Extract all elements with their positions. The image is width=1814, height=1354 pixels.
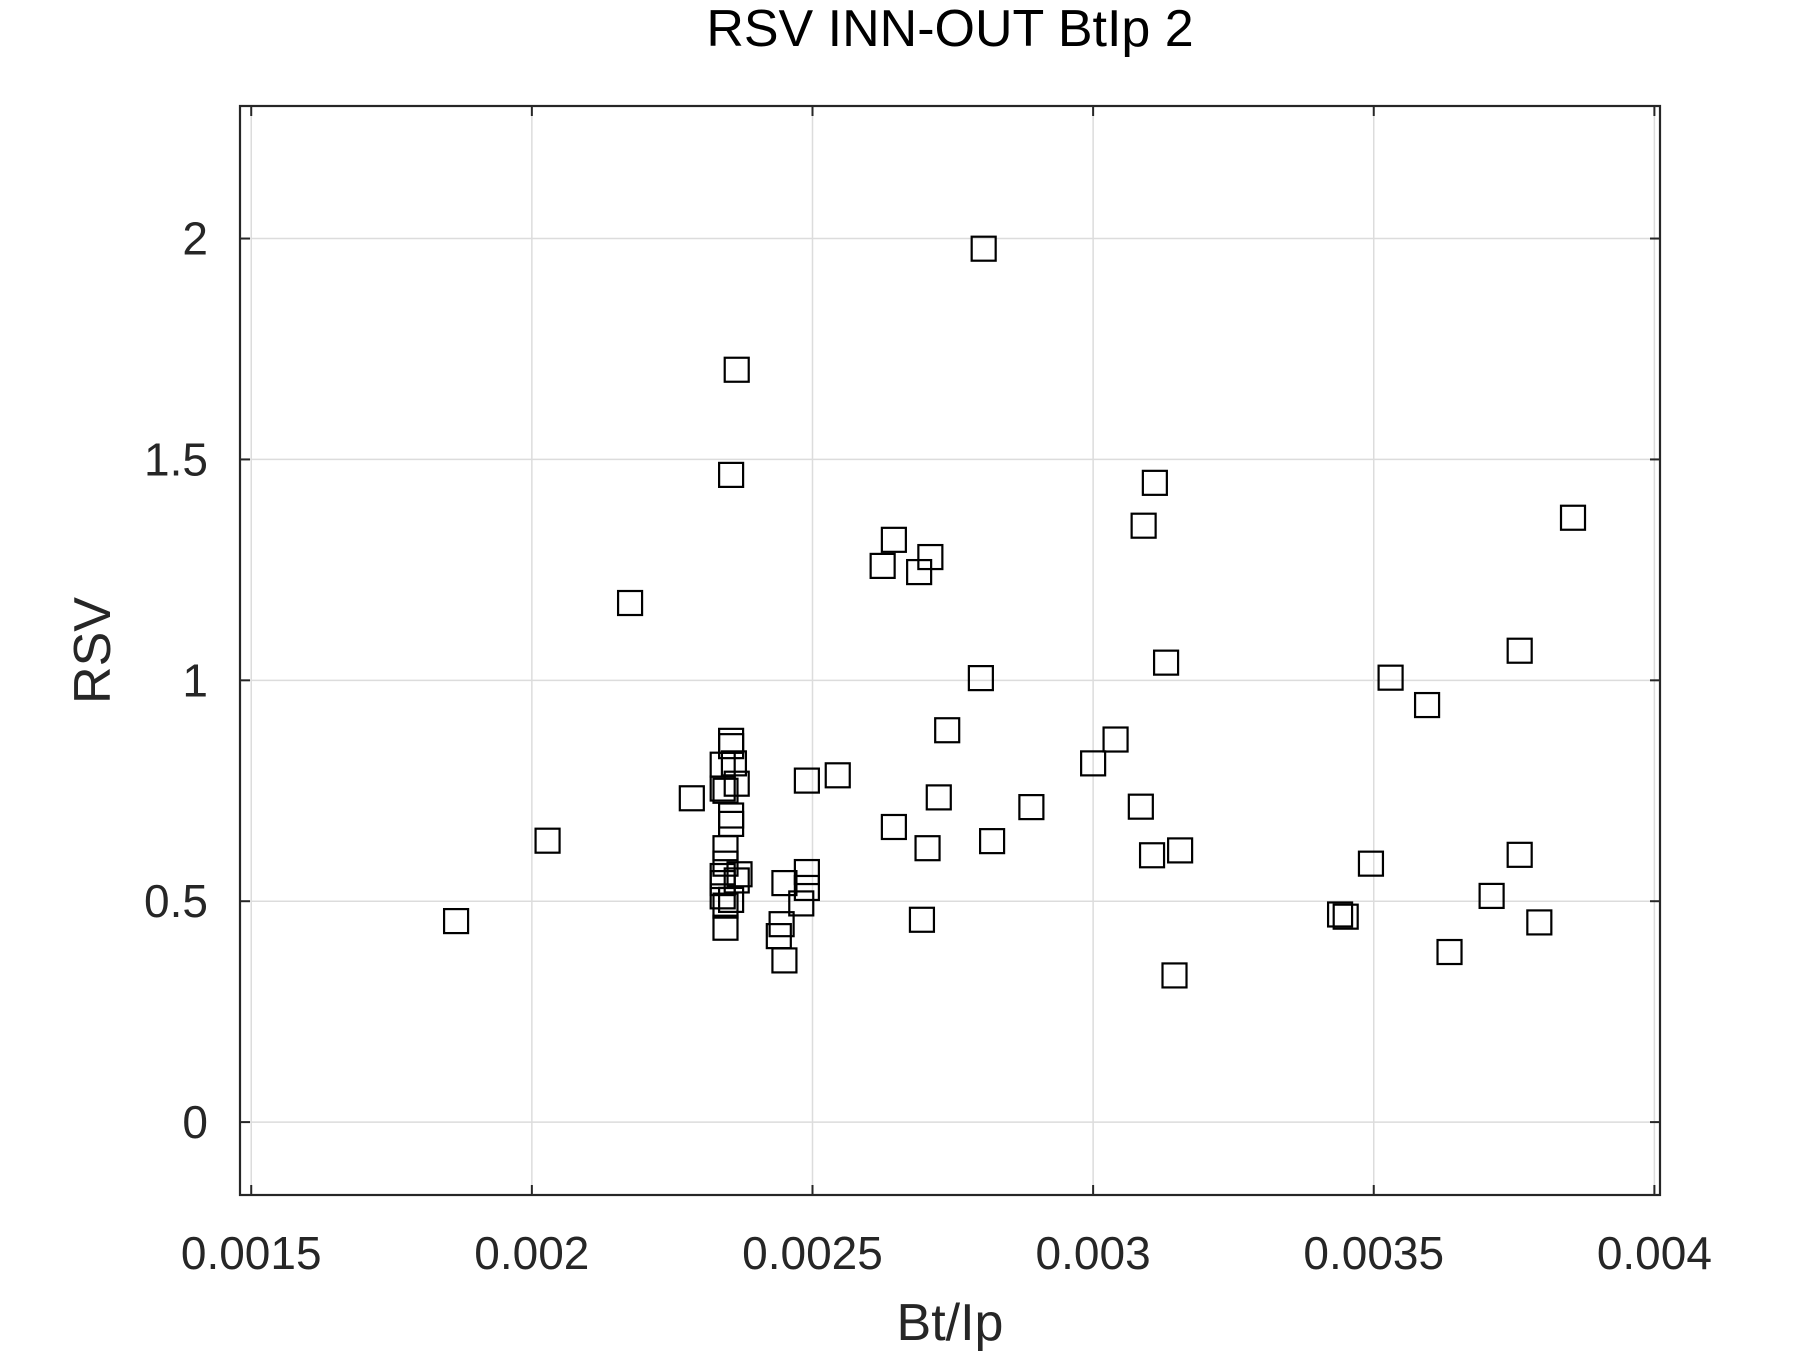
x-tick-label: 0.004: [1597, 1227, 1712, 1279]
data-point-marker: [934, 717, 961, 744]
data-point-marker: [1413, 691, 1441, 719]
data-point-marker: [771, 947, 798, 974]
data-point-marker: [1326, 901, 1354, 928]
data-point-marker: [709, 869, 736, 897]
y-tick-label: 1.5: [144, 433, 208, 485]
data-point-marker: [1506, 637, 1533, 664]
data-point-marker: [925, 784, 952, 811]
data-point-marker: [1332, 903, 1359, 930]
x-tick-label: 0.0025: [742, 1227, 883, 1279]
data-point-marker: [1167, 837, 1194, 864]
x-tick-label: 0.003: [1036, 1227, 1151, 1279]
data-point-marker: [1478, 882, 1505, 910]
data-point-marker: [967, 665, 994, 692]
grid-lines: [240, 106, 1660, 1195]
chart-title: RSV INN-OUT BtIp 2: [706, 0, 1193, 58]
data-point-marker: [1102, 726, 1129, 753]
x-tick-label: 0.0035: [1303, 1227, 1444, 1279]
data-point-marker: [712, 835, 739, 862]
data-point-marker: [718, 886, 745, 913]
data-point-marker: [880, 526, 907, 553]
axis-ticks: [240, 106, 1660, 1195]
data-point-marker: [793, 858, 820, 886]
data-point-marker: [917, 543, 944, 571]
data-point-marker: [793, 874, 820, 902]
data-point-marker: [712, 892, 739, 919]
y-tick-label: 1: [182, 654, 208, 706]
data-point-marker: [726, 861, 753, 888]
data-point-marker: [1152, 649, 1180, 676]
axes-background: [238, 104, 1662, 1197]
x-tick-label: 0.0015: [181, 1227, 322, 1279]
data-point-marker: [1127, 793, 1154, 820]
data-point-marker: [1436, 938, 1463, 966]
data-point-marker: [793, 767, 820, 794]
data-point-marker: [970, 235, 997, 262]
data-point-marker: [709, 883, 736, 910]
data-point-marker: [718, 733, 745, 760]
data-point-marker: [723, 356, 750, 383]
data-point-marker: [869, 552, 896, 579]
data-point-marker: [880, 813, 907, 841]
data-point-marker: [1141, 469, 1168, 496]
data-point-marker: [442, 907, 470, 935]
data-point-marker: [908, 906, 936, 933]
data-point-marker: [1161, 962, 1188, 989]
data-point-marker: [718, 461, 745, 488]
data-point-marker: [1506, 841, 1533, 868]
y-tick-label: 0: [182, 1096, 208, 1148]
y-axis-label: RSV: [64, 597, 122, 704]
data-point-marker: [709, 775, 736, 802]
data-point-marker: [914, 835, 941, 862]
x-tick-label: 0.002: [474, 1227, 589, 1279]
y-tick-label: 2: [182, 213, 208, 265]
data-point-marker: [788, 890, 815, 917]
data-point-marker: [1018, 794, 1045, 821]
data-point-marker: [712, 914, 739, 941]
data-point-marker: [824, 762, 851, 789]
data-point-marker: [678, 785, 705, 812]
data-point-marker: [534, 827, 561, 854]
data-point-marker: [1138, 842, 1166, 869]
data-point-marker: [1130, 512, 1157, 539]
data-point-marker: [978, 828, 1006, 855]
x-tick-labels: 0.0015 0.002 0.0025 0.003 0.0035 0.004: [181, 1227, 1712, 1279]
data-point-marker: [1526, 909, 1553, 936]
data-point-marker: [723, 867, 750, 894]
data-point-marker: [1357, 850, 1385, 877]
data-point-marker: [1080, 750, 1107, 777]
data-point-marker: [1377, 664, 1404, 691]
x-axis-label: Bt/Ip: [897, 1294, 1004, 1352]
data-points: [442, 235, 1587, 989]
y-tick-labels: 0 0.5 1 1.5 2: [144, 213, 208, 1149]
data-point-marker: [1559, 504, 1587, 531]
y-tick-label: 0.5: [144, 875, 208, 927]
data-point-marker: [616, 589, 644, 617]
